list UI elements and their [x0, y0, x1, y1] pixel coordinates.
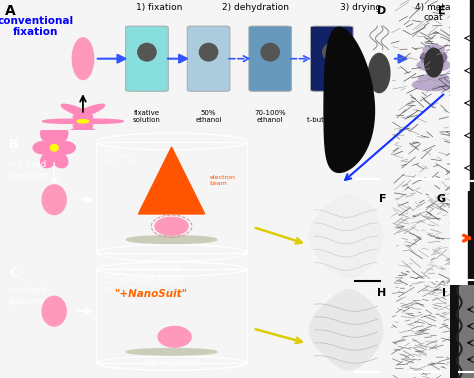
- Polygon shape: [309, 194, 383, 278]
- Text: A: A: [5, 4, 16, 18]
- Text: high
vacuum
10⁻³~⁻⁶Pa: high vacuum 10⁻³~⁻⁶Pa: [104, 274, 136, 291]
- Ellipse shape: [54, 141, 75, 154]
- Ellipse shape: [425, 48, 443, 77]
- Polygon shape: [324, 27, 374, 172]
- Text: 4) metal
coat: 4) metal coat: [415, 3, 453, 22]
- Text: 1) fixation: 1) fixation: [136, 3, 182, 12]
- Ellipse shape: [421, 50, 447, 65]
- Ellipse shape: [73, 104, 105, 118]
- Ellipse shape: [61, 125, 93, 138]
- Polygon shape: [310, 290, 383, 370]
- Bar: [96, 141, 247, 253]
- Text: E: E: [438, 6, 446, 16]
- Circle shape: [46, 141, 63, 155]
- Text: conventional
fixation: conventional fixation: [0, 15, 73, 37]
- Ellipse shape: [61, 104, 93, 118]
- Text: D: D: [377, 6, 386, 16]
- Text: electron
beam: electron beam: [209, 175, 235, 186]
- Text: fixative
solution: fixative solution: [133, 110, 161, 122]
- Ellipse shape: [73, 125, 105, 138]
- Text: not fixed
specimen: not fixed specimen: [9, 287, 50, 307]
- Text: 100%
t-butyl alcohol: 100% t-butyl alcohol: [307, 110, 357, 122]
- Ellipse shape: [138, 43, 156, 61]
- Ellipse shape: [369, 53, 390, 93]
- Ellipse shape: [43, 119, 100, 123]
- Bar: [96, 269, 247, 363]
- Text: 70-100%
ethanol: 70-100% ethanol: [255, 110, 286, 122]
- Text: H: H: [377, 288, 386, 298]
- Text: 3) drying: 3) drying: [340, 3, 381, 12]
- Ellipse shape: [41, 128, 57, 144]
- Ellipse shape: [51, 128, 68, 144]
- Ellipse shape: [419, 74, 449, 82]
- Text: high
vacuum
10⁻³~⁻⁶Pa: high vacuum 10⁻³~⁻⁶Pa: [104, 148, 136, 164]
- Ellipse shape: [155, 217, 188, 235]
- FancyBboxPatch shape: [310, 26, 353, 91]
- Ellipse shape: [41, 152, 57, 168]
- Ellipse shape: [42, 185, 66, 215]
- Ellipse shape: [42, 296, 66, 326]
- Ellipse shape: [417, 59, 450, 71]
- Text: 50%
ethanol: 50% ethanol: [195, 110, 222, 122]
- Polygon shape: [459, 285, 474, 378]
- FancyBboxPatch shape: [126, 26, 168, 91]
- Text: not fixed
specimen: not fixed specimen: [9, 160, 50, 180]
- Ellipse shape: [423, 45, 445, 54]
- Text: 2) dehydration: 2) dehydration: [222, 3, 290, 12]
- Ellipse shape: [261, 43, 279, 61]
- Ellipse shape: [33, 141, 54, 154]
- Polygon shape: [470, 0, 474, 191]
- Text: not irradiated: not irradiated: [143, 359, 201, 368]
- Circle shape: [77, 120, 89, 123]
- Polygon shape: [138, 147, 205, 214]
- Ellipse shape: [72, 38, 93, 79]
- Ellipse shape: [323, 43, 341, 61]
- Text: C: C: [9, 266, 18, 280]
- Ellipse shape: [51, 152, 68, 168]
- FancyBboxPatch shape: [249, 26, 292, 91]
- Ellipse shape: [412, 79, 455, 91]
- Circle shape: [71, 118, 95, 124]
- Ellipse shape: [66, 119, 123, 123]
- FancyBboxPatch shape: [187, 26, 230, 91]
- Circle shape: [50, 144, 58, 151]
- Text: irradiated with
electron beam: irradiated with electron beam: [119, 264, 182, 284]
- Text: F: F: [379, 194, 386, 204]
- Polygon shape: [468, 191, 474, 285]
- Polygon shape: [450, 191, 468, 285]
- Text: "+NanoSuit": "+NanoSuit": [114, 289, 187, 299]
- Ellipse shape: [158, 327, 191, 347]
- Text: I: I: [442, 288, 446, 298]
- Text: G: G: [437, 194, 446, 204]
- Text: B: B: [9, 138, 18, 151]
- Polygon shape: [450, 285, 459, 378]
- Polygon shape: [450, 0, 470, 191]
- Ellipse shape: [127, 349, 217, 355]
- Ellipse shape: [200, 43, 218, 61]
- Ellipse shape: [127, 236, 217, 243]
